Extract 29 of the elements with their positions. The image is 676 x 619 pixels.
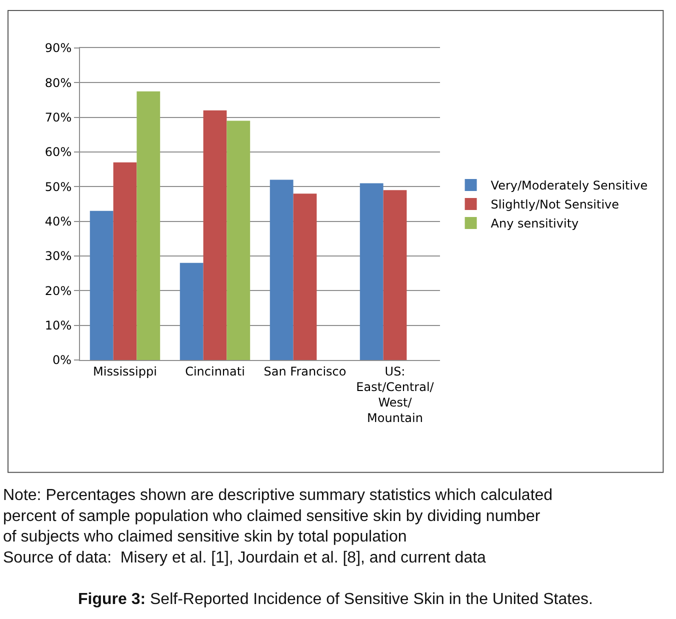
y-tick-label: 90% bbox=[44, 41, 72, 56]
bar bbox=[360, 183, 384, 360]
legend-label: Very/Moderately Sensitive bbox=[490, 178, 648, 193]
x-tick-label: US: East/Central/ West/ Mountain bbox=[356, 364, 435, 426]
bar bbox=[383, 190, 407, 360]
bar bbox=[226, 120, 250, 360]
x-tick-label: San Francisco bbox=[264, 364, 346, 378]
bar bbox=[136, 91, 160, 360]
y-tick-label: 70% bbox=[44, 110, 72, 125]
bar bbox=[113, 162, 137, 360]
y-tick-label: 80% bbox=[44, 76, 72, 90]
legend-label: Any sensitivity bbox=[490, 216, 579, 231]
y-tick-label: 20% bbox=[44, 284, 72, 298]
y-tick-label: 0% bbox=[52, 353, 72, 368]
y-tick-label: 40% bbox=[44, 214, 72, 229]
x-tick-label: Mississippi bbox=[93, 364, 157, 378]
y-tick-label: 60% bbox=[44, 145, 72, 160]
legend-label: Slightly/Not Sensitive bbox=[490, 198, 620, 212]
y-tick-label: 10% bbox=[44, 318, 72, 333]
bar bbox=[90, 210, 114, 360]
y-tick-label: 50% bbox=[44, 180, 72, 194]
bar bbox=[270, 180, 294, 360]
y-tick-label: 30% bbox=[44, 249, 72, 264]
text: Note: Percentages shown are descriptive summary statistics which calculated percent of sample population who claimed sensitive skin by dividing number of subjects who claimed sensitive skin by total population Source of data: Misery et al. [1], Jourdain et al. [8], and current data bbox=[3, 487, 553, 566]
bar bbox=[203, 110, 227, 360]
x-tick-label: Cincinnati bbox=[185, 364, 245, 378]
caption: Figure 3: Self-Reported Incidence of Sensitive Skin in the United States. bbox=[78, 591, 593, 608]
bar bbox=[180, 262, 204, 360]
bar bbox=[293, 194, 317, 360]
